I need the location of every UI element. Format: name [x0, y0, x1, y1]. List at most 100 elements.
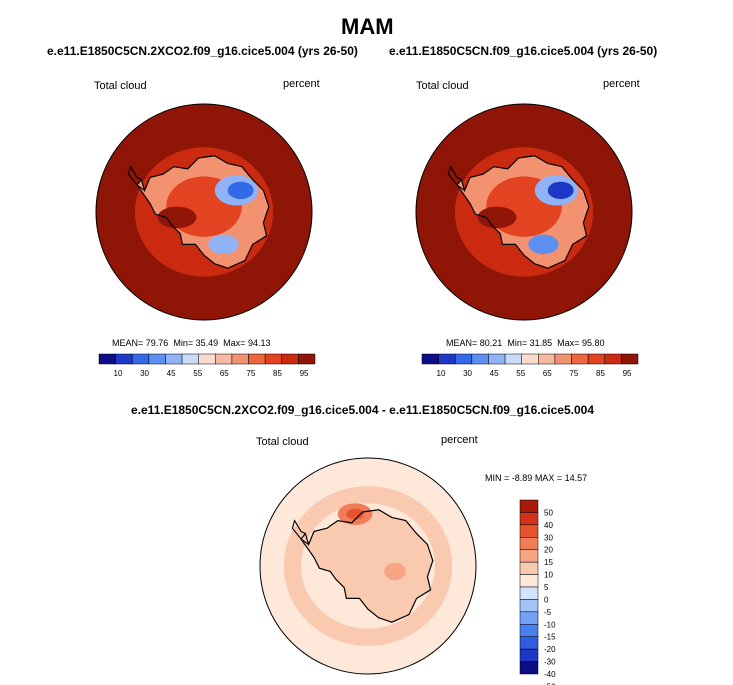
colorbar-tick-label: 30 [544, 533, 553, 542]
panel1-min-label: Min= [173, 338, 194, 348]
weddell-high [157, 206, 197, 229]
colorbar-swatch [488, 353, 506, 365]
peninsula-coastline [127, 165, 145, 191]
figure-title: MAM [341, 14, 394, 39]
colorbar-swatch [521, 353, 539, 365]
colorbar-tick-label: 30 [463, 369, 472, 378]
colorbar-swatch [604, 353, 622, 365]
colorbar-swatch [571, 353, 589, 365]
panel1-title: e.e11.E1850C5CN.2XCO2.f09_g16.cice5.004 … [47, 44, 358, 58]
colorbar-swatch [264, 353, 283, 365]
panel3-stats: MIN = -8.89 MAX = 14.57 [485, 473, 587, 483]
panel2-stats: MEAN= 80.21 Min= 31.85 Max= 95.80 [446, 338, 604, 348]
colorbar-tick-label: 75 [246, 369, 255, 378]
colorbar-tick-label: 65 [220, 369, 229, 378]
map-boundary [95, 103, 313, 321]
panel1-max: 94.13 [247, 338, 271, 348]
panel3-right-label: percent [441, 434, 478, 446]
east-antarctic-low-core [227, 181, 254, 200]
colorbar-swatch [298, 353, 316, 365]
colorbar-swatch [519, 586, 539, 600]
colorbar-tick-label: 5 [544, 583, 549, 592]
colorbar-swatch [504, 353, 522, 365]
colorbar-swatch [198, 353, 216, 365]
colorbar-tick-label: -20 [544, 645, 556, 654]
panel3-map [259, 457, 477, 675]
panel2-max: 95.80 [581, 338, 605, 348]
colorbar-tick-label: 0 [544, 595, 549, 604]
colorbar-tick-label: -30 [544, 658, 556, 667]
colorbar-swatch [519, 549, 539, 563]
positive-anomaly-core [346, 508, 364, 520]
map-boundary [415, 103, 633, 321]
colorbar-swatch [231, 353, 249, 365]
colorbar-swatch [471, 353, 489, 365]
colorbar-swatch [519, 537, 539, 550]
colorbar-tick-label: 10 [544, 571, 553, 580]
colorbar-tick-label: 10 [437, 369, 446, 378]
antarctic-interior [301, 509, 433, 623]
peninsula-coastline [447, 165, 465, 191]
antarctica-coastline [300, 509, 434, 623]
colorbar-tick-label: 45 [167, 369, 176, 378]
colorbar-tick-label: 15 [544, 558, 553, 567]
map-field [96, 104, 312, 320]
colorbar-tick-label: -40 [544, 670, 556, 679]
colorbar-tick-label: 85 [273, 369, 282, 378]
panel2-mean: 80.21 [479, 338, 503, 348]
interior-positive [384, 562, 406, 581]
panel3-max-label: MAX = [534, 473, 563, 483]
colorbar-swatch [98, 353, 116, 365]
colorbar-swatch [215, 353, 233, 365]
colorbar-tick-label: -50 [544, 682, 556, 685]
colorbar-swatch [519, 512, 539, 526]
colorbar-tick-label: 95 [300, 369, 309, 378]
peninsula-coastline [291, 519, 309, 545]
colorbar-tick-label: -5 [544, 608, 552, 617]
colorbar-tick-label: 75 [569, 369, 578, 378]
colorbar-swatch [519, 524, 539, 538]
antarctica-coastline [136, 155, 270, 269]
colorbar-swatch [131, 353, 150, 365]
panel2-title: e.e11.E1850C5CN.f09_g16.cice5.004 (yrs 2… [389, 44, 658, 58]
colorbar-tick-label: 95 [623, 369, 632, 378]
colorbar-tick-label: 40 [544, 521, 553, 530]
panel3-min: -8.89 [511, 473, 533, 483]
panel1-map [95, 103, 313, 321]
panel1-min: 35.49 [195, 338, 219, 348]
colorbar-swatch [281, 353, 299, 365]
panel1-right-label: percent [283, 78, 320, 90]
colorbar-swatch [165, 353, 183, 365]
colorbar-tick-label: 45 [490, 369, 499, 378]
panel2-right-label: percent [603, 78, 640, 90]
colorbar-swatch [519, 574, 539, 588]
panel1-stats: MEAN= 79.76 Min= 35.49 Max= 94.13 [112, 338, 270, 348]
colorbar-tick-label: 85 [596, 369, 605, 378]
panel3-max: 14.57 [564, 473, 588, 483]
panel2-left-label: Total cloud [416, 80, 469, 92]
weddell-high [477, 206, 517, 229]
colorbar-swatch [181, 353, 199, 365]
west-antarctic-low [528, 234, 559, 255]
colorbar-swatch [519, 499, 539, 513]
panel1-left-label: Total cloud [94, 80, 147, 92]
colorbar-tick-label: 30 [140, 369, 149, 378]
colorbar-swatch [519, 624, 539, 637]
panel1-colorbar: 10 30 45 55 65 75 85 95 [98, 353, 316, 378]
panel3-title: e.e11.E1850C5CN.2XCO2.f09_g16.cice5.004 … [131, 403, 594, 417]
panel2-min: 31.85 [529, 338, 553, 348]
colorbar-tick-label: -15 [544, 633, 556, 642]
colorbar-tick-label: 10 [114, 369, 123, 378]
map-boundary [259, 457, 477, 675]
colorbar-swatch [454, 353, 473, 365]
panel2-max-label: Max= [557, 338, 580, 348]
colorbar-swatch [554, 353, 572, 365]
colorbar-tick-label: 55 [193, 369, 202, 378]
east-antarctic-low-core [547, 181, 574, 200]
colorbar-swatch [148, 353, 166, 365]
colorbar-tick-label: -10 [544, 620, 556, 629]
colorbar-tick-label: 50 [544, 508, 553, 517]
colorbar-swatch [438, 353, 456, 365]
map-field [416, 104, 632, 320]
